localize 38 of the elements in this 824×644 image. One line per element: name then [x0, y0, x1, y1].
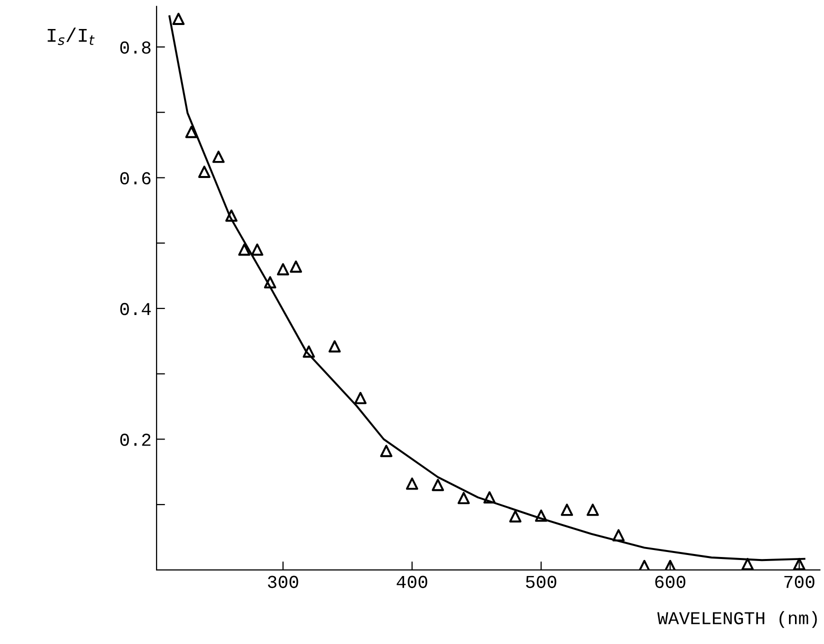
point: [509, 510, 522, 522]
y-axis-title: I$_{s}$/I$_{t}$: [48, 28, 95, 46]
point: [483, 491, 496, 504]
point: [612, 529, 625, 542]
point: [251, 243, 264, 256]
x-tick-label: 600: [655, 576, 686, 588]
y-tick-label: 0.2: [120, 434, 150, 446]
point: [354, 392, 367, 404]
x-axis-title: WAVELENGTH (nm): [657, 611, 817, 628]
point: [406, 478, 418, 490]
point: [664, 560, 676, 570]
point: [264, 276, 276, 288]
point: [328, 340, 341, 352]
point: [302, 345, 315, 358]
point: [638, 560, 650, 570]
point: [238, 243, 250, 256]
point: [276, 263, 290, 276]
y-tick-label: 0.6: [120, 172, 151, 184]
x-tick-label: 700: [784, 576, 814, 588]
point: [793, 558, 806, 570]
y-tick-label: 0.4: [120, 302, 151, 316]
point: [458, 492, 470, 504]
point: [380, 444, 392, 458]
point: [198, 166, 210, 178]
point: [535, 510, 548, 522]
point: [225, 210, 238, 222]
x-tick-label: 400: [396, 576, 428, 588]
point: [586, 504, 599, 516]
point: [290, 260, 302, 273]
point: [212, 150, 225, 163]
point: [172, 12, 185, 25]
y-tick-label: 0.8: [120, 41, 151, 54]
x-tick-label: 300: [268, 576, 298, 588]
point: [432, 478, 444, 492]
x-tick-label: 500: [526, 576, 556, 588]
point: [741, 558, 754, 570]
point: [560, 504, 574, 516]
point: [185, 126, 198, 138]
